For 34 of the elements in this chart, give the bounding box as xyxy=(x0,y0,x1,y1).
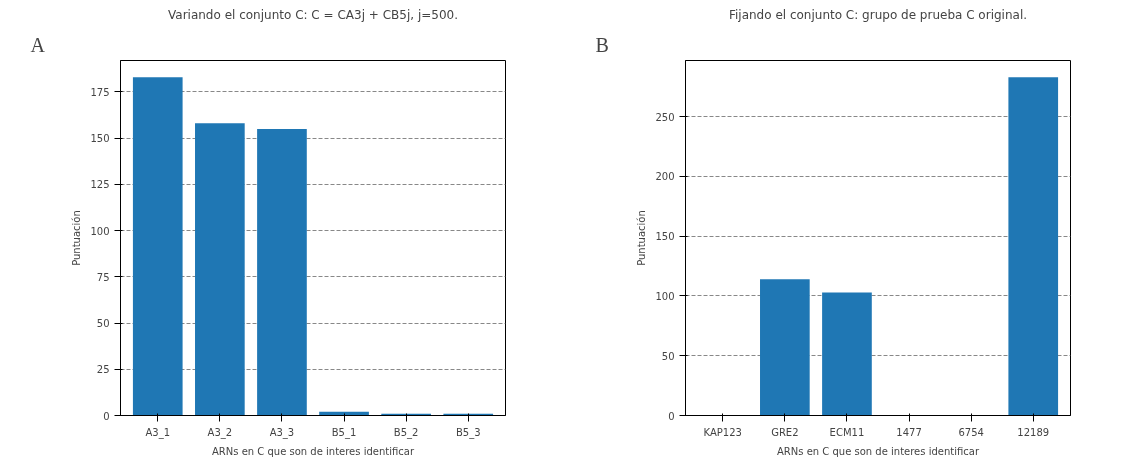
x-tick-label: B5_1 xyxy=(331,426,357,439)
x-axis-title: ARNs en C que son de interes identificar xyxy=(777,445,980,457)
y-tick-label: 50 xyxy=(661,350,675,362)
y-tick-label: 200 xyxy=(655,171,675,183)
x-tick-label: A3_1 xyxy=(145,426,171,439)
y-tick-label: 25 xyxy=(96,364,110,376)
x-tick-label: ECM11 xyxy=(829,426,865,438)
y-tick-label: 175 xyxy=(90,86,110,98)
y-tick-label: 50 xyxy=(96,318,110,330)
y-tick-label: 125 xyxy=(90,179,110,191)
x-tick-label: B5_3 xyxy=(455,426,481,439)
x-axis-title: ARNs en C que son de interes identificar xyxy=(212,445,415,457)
y-axis-title: Puntuación xyxy=(71,210,83,266)
x-tick-label: A3_2 xyxy=(207,426,233,439)
x-tick-label: KAP123 xyxy=(703,426,742,438)
chart-title: Fijando el conjunto C: grupo de prueba C original. xyxy=(728,7,1028,22)
y-tick-label: 75 xyxy=(96,271,110,283)
x-tick-label: GRE2 xyxy=(771,426,799,438)
y-tick-label: 150 xyxy=(655,231,675,243)
y-tick-label: 100 xyxy=(90,225,110,237)
y-tick-label: 0 xyxy=(103,410,110,422)
y-axis-title: Puntuación xyxy=(636,210,648,266)
text: A xyxy=(30,33,46,56)
x-tick-label: B5_2 xyxy=(393,426,419,439)
y-tick-label: 0 xyxy=(668,410,675,422)
y-tick-label: 100 xyxy=(655,290,675,302)
x-tick-label: 1477 xyxy=(896,426,922,438)
x-tick-label: A3_3 xyxy=(269,426,295,439)
text: B xyxy=(595,33,609,56)
y-tick-label: 150 xyxy=(90,133,110,145)
x-tick-label: 6754 xyxy=(958,426,984,438)
y-tick-label: 250 xyxy=(655,111,675,123)
chart-title: Variando el conjunto C: C = CA3j + CB5j, j=500. xyxy=(168,7,458,22)
x-tick-label: 12189 xyxy=(1017,426,1050,438)
